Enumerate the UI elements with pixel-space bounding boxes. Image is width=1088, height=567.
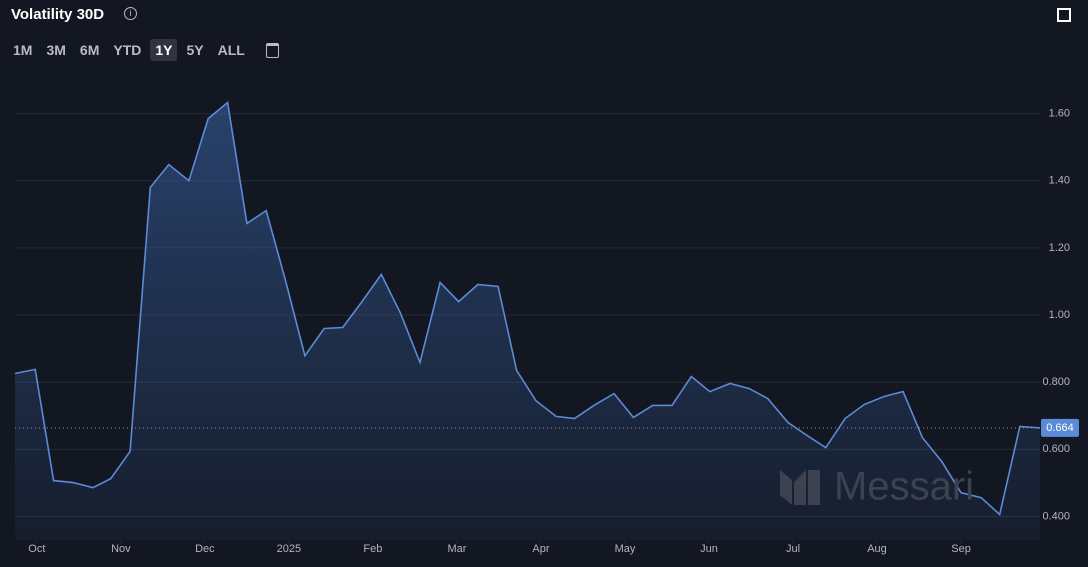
y-tick-label: 1.40 (1049, 175, 1070, 187)
area-fill (15, 102, 1040, 540)
x-tick-label: Apr (532, 543, 549, 555)
y-tick-label: 0.800 (1042, 376, 1070, 388)
y-tick-label: 0.400 (1042, 510, 1070, 522)
y-tick-label: 0.600 (1042, 443, 1070, 455)
line (14, 100, 1041, 517)
x-tick-label: Mar (447, 543, 466, 555)
range-button[interactable]: ALL (217, 42, 245, 58)
range-button[interactable]: YTD (113, 42, 142, 58)
y-tick-label: 1.00 (1049, 309, 1070, 321)
range-button[interactable]: 3M (46, 42, 66, 58)
watermark: Messari (834, 465, 974, 509)
calendar-icon[interactable] (266, 43, 279, 58)
fullscreen-icon[interactable] (1057, 8, 1071, 22)
x-tick-label: Dec (195, 543, 215, 555)
range-bar: 1M 3M 6M YTD 1Y 5Y ALL (8, 39, 250, 61)
range-button[interactable]: 1Y (150, 39, 178, 61)
range-button[interactable]: 6M (79, 42, 100, 58)
last-value-badge (1041, 418, 1079, 437)
x-tick-label: Sep (951, 543, 971, 555)
x-tick-label: Jul (786, 543, 800, 555)
x-tick-label: Feb (363, 543, 382, 555)
y-tick-label: 1.20 (1049, 242, 1070, 254)
y-tick-label: 1.60 (1049, 107, 1070, 119)
watermark-logo (780, 470, 820, 505)
chart-title: Volatility 30D (11, 6, 105, 23)
info-icon[interactable]: i (124, 7, 137, 20)
range-button[interactable]: 1M (13, 42, 33, 58)
x-tick-label: Jun (700, 543, 718, 555)
x-tick-label: Nov (111, 543, 131, 555)
range-button[interactable]: 5Y (186, 42, 204, 58)
x-tick-label: May (615, 543, 636, 555)
x-tick-label: Oct (28, 543, 45, 555)
last-value-label: 0.664 (1046, 422, 1074, 434)
x-tick-label: 2025 (277, 543, 301, 555)
x-tick-label: Aug (867, 543, 887, 555)
